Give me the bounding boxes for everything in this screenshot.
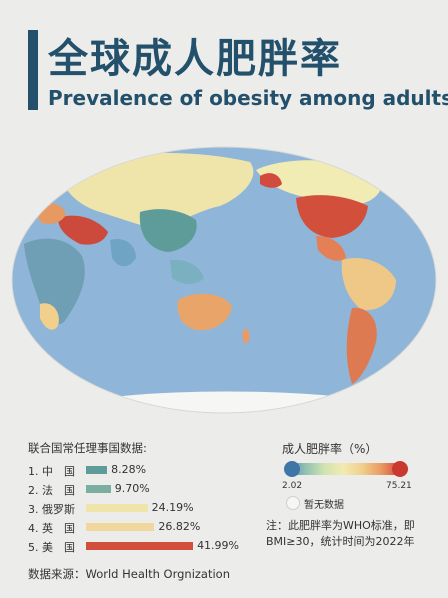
country-row: 3. 俄罗斯 24.19% bbox=[28, 501, 268, 516]
region-northern-eurasia bbox=[60, 152, 254, 230]
region-antarctica bbox=[80, 391, 380, 413]
country-row: 4. 英 国 26.82% bbox=[28, 520, 268, 535]
country-bar bbox=[86, 542, 194, 550]
country-row: 1. 中 国 8.28% bbox=[28, 463, 268, 478]
country-value: 24.19% bbox=[151, 501, 194, 514]
region-usa bbox=[296, 195, 368, 238]
legend-min-dot bbox=[284, 461, 300, 477]
country-label: 3. 俄罗斯 bbox=[28, 503, 75, 516]
region-australia bbox=[177, 293, 232, 331]
country-value: 26.82% bbox=[158, 520, 201, 533]
world-obesity-map bbox=[11, 146, 437, 414]
region-new-zealand bbox=[242, 328, 250, 344]
region-china bbox=[139, 209, 197, 252]
globe-outline bbox=[11, 146, 437, 414]
legend-min-value: 2.02 bbox=[282, 481, 303, 491]
country-value: 41.99% bbox=[197, 539, 240, 552]
note-text: 注：此肥胖率为WHO标准，即BMI≥30，统计时间为2022年 bbox=[266, 519, 415, 548]
country-row: 2. 法 国 9.70% bbox=[28, 482, 268, 497]
legend-title: 成人肥胖率（%） bbox=[282, 442, 378, 456]
legend-color-ramp bbox=[286, 463, 400, 475]
region-middle-east bbox=[58, 215, 108, 245]
country-bar bbox=[86, 466, 108, 474]
region-africa bbox=[24, 238, 85, 325]
country-label: 4. 英 国 bbox=[28, 522, 75, 535]
region-south-america-north bbox=[341, 258, 396, 311]
region-southern-africa bbox=[40, 303, 59, 330]
title-chinese: 全球成人肥胖率 bbox=[48, 36, 342, 82]
title-accent-bar bbox=[28, 30, 38, 110]
nodata-swatch bbox=[286, 496, 300, 510]
region-greenland bbox=[396, 161, 419, 182]
region-south-asia bbox=[110, 238, 136, 267]
region-southeast-asia bbox=[170, 259, 204, 284]
country-value: 8.28% bbox=[111, 463, 147, 476]
legend-max-dot bbox=[392, 461, 408, 477]
title-english: Prevalence of obesity among adults bbox=[48, 86, 448, 110]
nodata-label: 暂无数据 bbox=[304, 500, 344, 511]
legend-max-value: 75.21 bbox=[386, 481, 412, 491]
country-bar bbox=[86, 504, 148, 512]
region-alaska bbox=[260, 173, 282, 188]
region-mexico-central bbox=[316, 236, 346, 261]
country-row: 5. 美 国 41.99% bbox=[28, 539, 268, 554]
data-source: 数据来源：World Health Orgnization bbox=[28, 567, 231, 581]
un-section-title: 联合国常任理事国数据: bbox=[28, 441, 147, 455]
country-label: 1. 中 国 bbox=[28, 465, 75, 478]
country-label: 2. 法 国 bbox=[28, 484, 75, 497]
country-label: 5. 美 国 bbox=[28, 541, 75, 554]
country-bar bbox=[86, 485, 111, 493]
country-value: 9.70% bbox=[114, 482, 150, 495]
country-bar bbox=[86, 523, 155, 531]
region-south-america-south bbox=[346, 307, 377, 384]
